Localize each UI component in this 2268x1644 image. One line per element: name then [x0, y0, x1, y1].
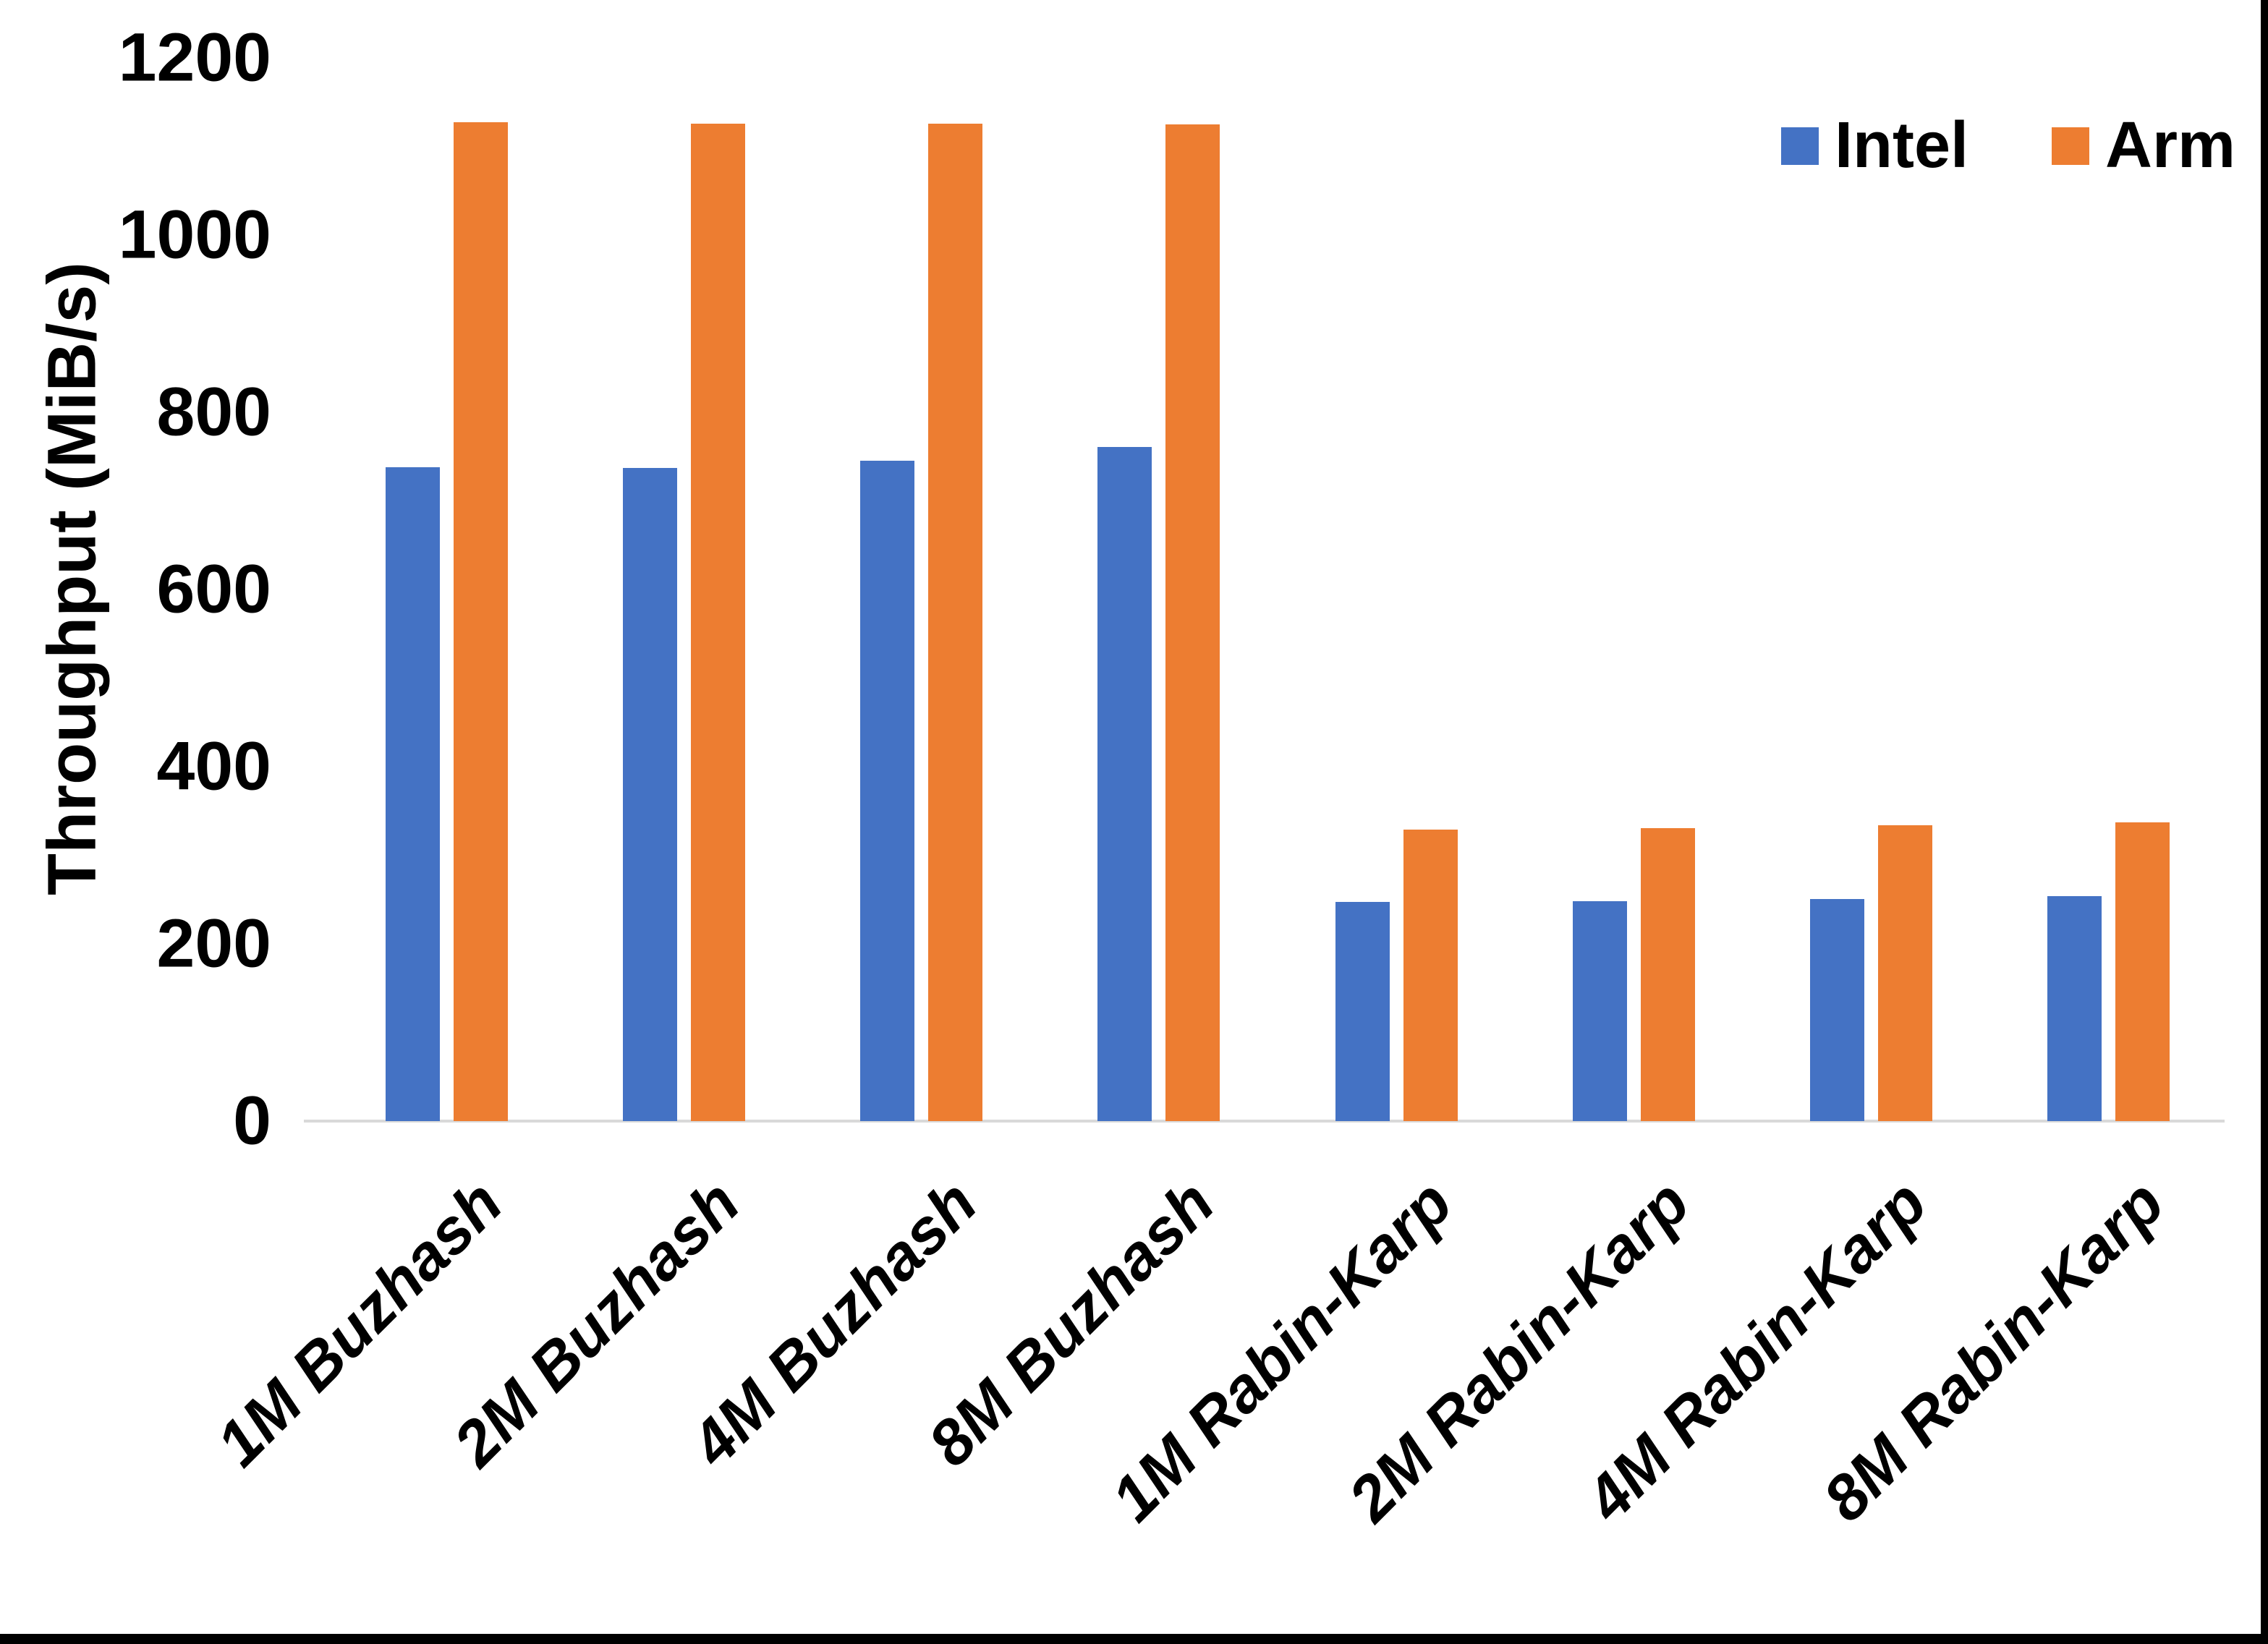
bar-intel-4m-rabin-karp	[1809, 898, 1864, 1121]
bar-intel-2m-buzhash	[623, 468, 678, 1121]
legend-item-arm: Arm	[2052, 108, 2235, 183]
bar-intel-8m-buzhash	[1097, 446, 1152, 1121]
y-tick-label-800: 800	[156, 373, 271, 451]
bar-arm-8m-buzhash	[1165, 124, 1220, 1121]
right-border-line	[2261, 0, 2268, 1644]
bar-intel-2m-rabin-karp	[1572, 901, 1627, 1121]
bar-intel-1m-buzhash	[386, 467, 440, 1121]
bar-arm-1m-buzhash	[454, 122, 508, 1121]
y-tick-label-600: 600	[156, 550, 271, 628]
bar-arm-2m-rabin-karp	[1640, 827, 1695, 1121]
legend-label-arm: Arm	[2105, 109, 2236, 182]
y-tick-label-1000: 1000	[118, 196, 271, 273]
y-tick-label-1200: 1200	[118, 19, 271, 96]
bar-intel-1m-rabin-karp	[1335, 902, 1390, 1121]
bar-arm-8m-rabin-karp	[2115, 822, 2170, 1121]
bar-arm-4m-buzhash	[928, 123, 983, 1121]
y-tick-label-400: 400	[156, 728, 271, 805]
bar-arm-1m-rabin-karp	[1403, 829, 1458, 1121]
legend-swatch-intel	[1781, 127, 1819, 165]
bar-intel-8m-rabin-karp	[2047, 895, 2102, 1121]
x-axis-line	[304, 1120, 2225, 1123]
legend-swatch-arm	[2052, 127, 2090, 165]
bottom-border-line	[0, 1634, 2268, 1644]
bar-intel-4m-buzhash	[860, 461, 915, 1121]
y-tick-label-0: 0	[233, 1082, 271, 1159]
legend-label-intel: Intel	[1835, 109, 1969, 182]
legend: Intel Arm	[1781, 108, 2235, 183]
bar-arm-4m-rabin-karp	[1877, 825, 1932, 1121]
legend-item-intel: Intel	[1781, 108, 1968, 183]
y-tick-label-200: 200	[156, 905, 271, 982]
bar-arm-2m-buzhash	[691, 123, 746, 1121]
